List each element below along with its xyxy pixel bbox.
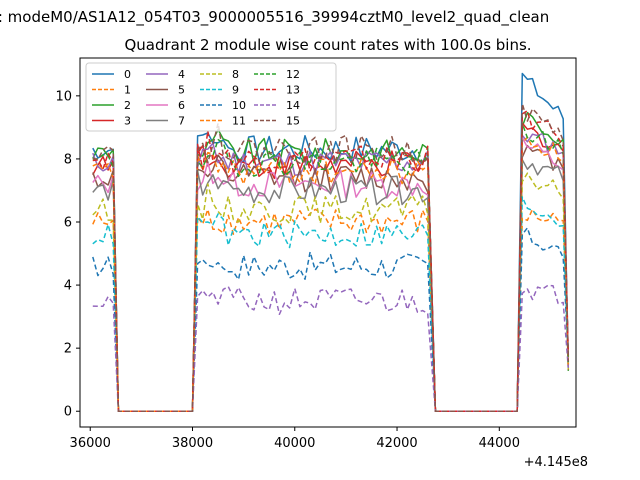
- legend-label-11: 11: [232, 115, 246, 128]
- x-offset-label: +4.145e8: [524, 455, 588, 470]
- y-tick-label: 8: [64, 152, 72, 167]
- legend-label-3: 3: [124, 115, 131, 128]
- legend-box: [85, 62, 337, 132]
- y-tick-label: 6: [64, 216, 72, 231]
- series-line-12: [92, 122, 570, 412]
- x-tick-label: 42000: [376, 436, 417, 451]
- ticks-layer: 36000 38000 40000 42000 44000 0 2 4 6 8 10: [55, 89, 520, 451]
- axes-frame: [79, 57, 577, 428]
- legend-label-5: 5: [178, 84, 185, 97]
- figure-title: n file: modeM0/AS1A12_054T03_9000005516_…: [0, 8, 550, 26]
- legend-label-15: 15: [286, 115, 300, 128]
- legend-label-8: 8: [232, 68, 239, 81]
- legend-label-1: 1: [124, 84, 131, 97]
- x-tick-label: 38000: [172, 436, 213, 451]
- chart-title: Quadrant 2 module wise count rates with …: [124, 36, 532, 54]
- y-tick-label: 0: [64, 405, 72, 420]
- x-tick-label: 40000: [274, 436, 315, 451]
- x-tick-label: 44000: [479, 436, 520, 451]
- y-tick-label: 2: [64, 342, 72, 357]
- series-line-13: [92, 110, 570, 412]
- legend-label-6: 6: [178, 99, 185, 112]
- legend-label-14: 14: [286, 99, 300, 112]
- series-line-10: [92, 227, 570, 412]
- series-line-5: [92, 144, 570, 412]
- series-line-6: [92, 137, 570, 412]
- y-tick-label: 4: [64, 279, 72, 294]
- x-tick-label: 36000: [70, 436, 111, 451]
- legend-label-2: 2: [124, 99, 131, 112]
- series-line-11: [92, 136, 570, 412]
- series-layer: [92, 72, 570, 412]
- legend-label-13: 13: [286, 84, 300, 97]
- legend-label-12: 12: [286, 68, 300, 81]
- series-line-4: [92, 132, 570, 412]
- series-line-7: [92, 158, 570, 412]
- series-line-14: [92, 284, 570, 412]
- legend-label-9: 9: [232, 84, 239, 97]
- series-line-8: [92, 172, 570, 412]
- y-tick-label: 10: [55, 89, 72, 104]
- legend-label-0: 0: [124, 68, 131, 81]
- series-line-3: [92, 122, 570, 412]
- series-line-15: [92, 102, 570, 412]
- series-line-1: [92, 208, 570, 412]
- series-line-9: [92, 196, 570, 412]
- legend-label-7: 7: [178, 115, 185, 128]
- legend-label-4: 4: [178, 68, 185, 81]
- legend-label-10: 10: [232, 99, 246, 112]
